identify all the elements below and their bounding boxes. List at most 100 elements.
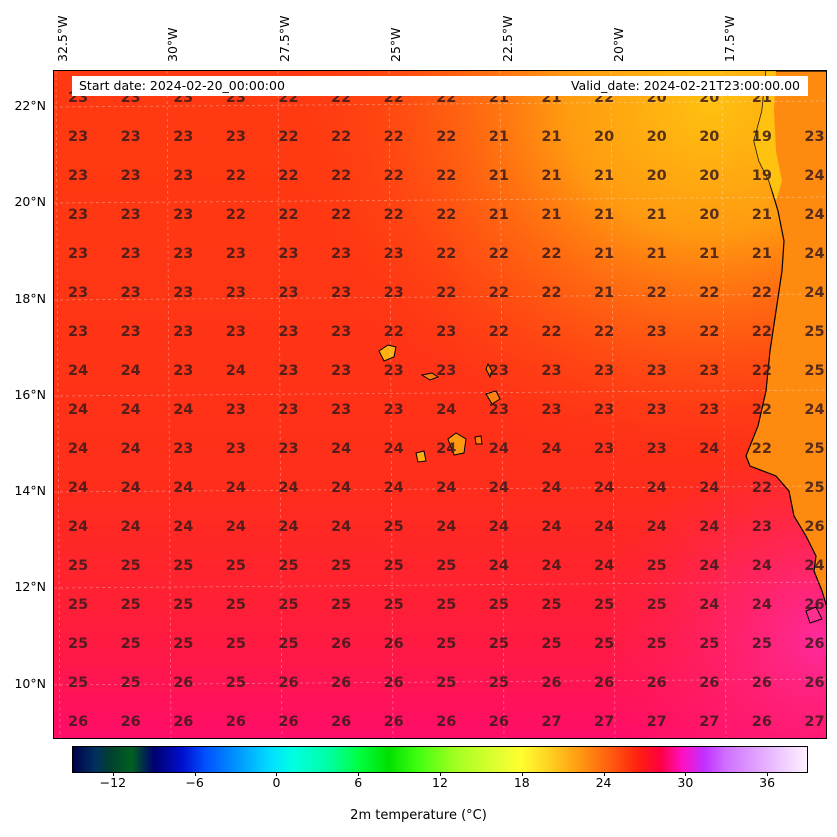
- grid-value: 22: [384, 168, 404, 184]
- grid-value: 25: [173, 636, 193, 652]
- grid-value: 21: [489, 129, 509, 145]
- grid-value: 24: [699, 597, 719, 613]
- lon-label-30w: 30°W: [165, 27, 180, 62]
- temperature-map: 23 23 23 23 22 22 22 22 21 21 22 20 20 21 23 23 23 23 22 22…: [53, 70, 827, 739]
- grid-value: 22: [278, 168, 298, 184]
- grid-value: 23: [384, 363, 404, 379]
- grid-value: 22: [699, 324, 719, 340]
- island-maio: [474, 435, 483, 445]
- grid-value: 24: [384, 480, 404, 496]
- lon-label-22-5w: 22.5°W: [500, 15, 515, 62]
- colorbar-tickmark: [603, 772, 605, 776]
- lat-label-18n: 18°N: [14, 291, 46, 306]
- grid-value: 24: [804, 402, 824, 418]
- grid-value: 24: [331, 480, 351, 496]
- grid-value: 25: [121, 558, 141, 574]
- grid-value: 25: [804, 480, 824, 496]
- grid-value: 26: [436, 714, 456, 730]
- lat-label-20n: 20°N: [14, 194, 46, 209]
- grid-value: 22: [541, 246, 561, 262]
- grid-value: 25: [384, 558, 404, 574]
- grid-value: 25: [594, 636, 614, 652]
- grid-value: 19: [752, 129, 772, 145]
- grid-value: 25: [541, 597, 561, 613]
- grid-value: 23: [173, 129, 193, 145]
- grid-value: 21: [541, 207, 561, 223]
- grid-value: 23: [173, 324, 193, 340]
- grid-value: 23: [594, 441, 614, 457]
- grid-value: 23: [173, 363, 193, 379]
- lon-label-25w: 25°W: [388, 27, 403, 62]
- grid-value: 23: [804, 129, 824, 145]
- grid-value: 24: [121, 441, 141, 457]
- grid-value: 23: [541, 402, 561, 418]
- grid-value: 23: [173, 246, 193, 262]
- grid-value: 26: [173, 675, 193, 691]
- grid-value: 22: [436, 246, 456, 262]
- grid-value: 22: [384, 207, 404, 223]
- grid-value: 24: [173, 480, 193, 496]
- grid-value: 26: [804, 675, 824, 691]
- grid-value: 23: [173, 285, 193, 301]
- grid-value: 23: [121, 246, 141, 262]
- grid-value: 27: [647, 714, 667, 730]
- grid-values: 23 23 23 23 22 22 22 22 21 21 22 20 20 21 23 23 23 23 22 22…: [68, 90, 825, 730]
- grid-value: 25: [173, 597, 193, 613]
- field-hot-southeast: [54, 71, 826, 738]
- grid-value: 19: [752, 168, 772, 184]
- grid-value: 26: [278, 714, 298, 730]
- grid-value: 26: [331, 636, 351, 652]
- grid-value: 21: [594, 285, 614, 301]
- grid-value: 24: [541, 519, 561, 535]
- grid-value: 23: [121, 285, 141, 301]
- grid-value: 24: [804, 207, 824, 223]
- colorbar-label: 2m temperature (°C): [350, 808, 487, 823]
- grid-value: 25: [68, 597, 88, 613]
- colorbar-tickmark: [112, 772, 114, 776]
- grid-value: 24: [173, 402, 193, 418]
- grid-value: 23: [173, 207, 193, 223]
- grid-value: 26: [489, 714, 509, 730]
- grid-value: 25: [331, 558, 351, 574]
- grid-value: 23: [594, 402, 614, 418]
- colorbar-tick-label: −6: [185, 775, 204, 790]
- grid-value: 24: [68, 519, 88, 535]
- grid-value: 22: [226, 168, 246, 184]
- grid-value: 23: [647, 324, 667, 340]
- grid-value: 22: [436, 129, 456, 145]
- grid-value: 22: [752, 363, 772, 379]
- grid-value: 21: [752, 246, 772, 262]
- grid-value: 25: [436, 558, 456, 574]
- grid-value: 22: [752, 480, 772, 496]
- grid-value: 25: [173, 558, 193, 574]
- grid-value: 26: [752, 714, 772, 730]
- grid-value: 22: [752, 285, 772, 301]
- grid-value: 24: [121, 480, 141, 496]
- grid-value: 21: [647, 246, 667, 262]
- grid-value: 24: [699, 441, 719, 457]
- grid-value: 22: [489, 285, 509, 301]
- grid-value: 22: [489, 246, 509, 262]
- grid-value: 23: [278, 285, 298, 301]
- grid-value: 24: [699, 519, 719, 535]
- grid-value: 23: [384, 246, 404, 262]
- grid-value: 24: [699, 480, 719, 496]
- island-sal: [485, 362, 493, 379]
- grid-value: 26: [699, 675, 719, 691]
- grid-value: 24: [541, 441, 561, 457]
- grid-value: 25: [699, 636, 719, 652]
- grid-value: 24: [647, 519, 667, 535]
- grid-value: 24: [226, 519, 246, 535]
- grid-value: 22: [436, 207, 456, 223]
- colorbar-tick-label: −12: [99, 775, 127, 790]
- grid-value: 20: [699, 129, 719, 145]
- grid-value: 24: [489, 558, 509, 574]
- grid-value: 24: [804, 285, 824, 301]
- grid-value: 21: [752, 207, 772, 223]
- colorbar-tick-label: 24: [595, 775, 612, 790]
- grid-value: 23: [121, 129, 141, 145]
- grid-value: 27: [699, 714, 719, 730]
- grid-value: 24: [68, 363, 88, 379]
- grid-value: 23: [68, 207, 88, 223]
- colorbar-tickmark: [440, 772, 441, 776]
